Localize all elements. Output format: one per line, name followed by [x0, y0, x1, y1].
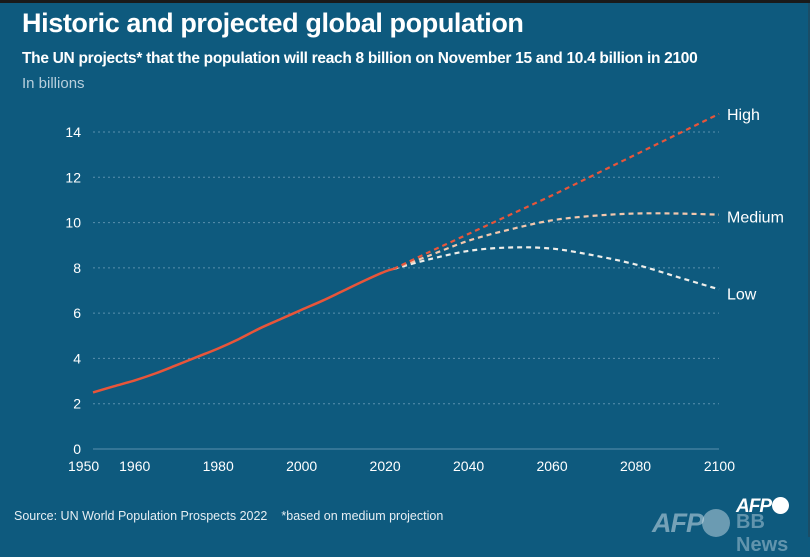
y-tick-label: 0	[73, 441, 81, 457]
y-tick-label: 10	[65, 215, 81, 231]
x-tick-label: 2040	[453, 458, 484, 474]
series-label-low: Low	[727, 286, 757, 303]
x-tick-label: 1950	[68, 458, 99, 474]
y-tick-label: 8	[73, 260, 81, 276]
right-border	[808, 3, 810, 537]
footnote-text: *based on medium projection	[281, 509, 444, 523]
y-tick-label: 4	[73, 350, 81, 366]
x-tick-label: 1960	[119, 458, 150, 474]
grid-lines	[93, 131, 719, 450]
series-line-high	[393, 112, 720, 270]
series-line-medium	[393, 212, 720, 271]
y-tick-label: 2	[73, 396, 81, 412]
y-tick-labels: 0 2 4 6 8 10 12 14	[65, 124, 81, 457]
x-tick-label: 2080	[620, 458, 651, 474]
x-tick-label: 2060	[536, 458, 567, 474]
chart-title: Historic and projected global population	[22, 8, 524, 38]
top-border	[0, 0, 810, 3]
x-tick-label: 2020	[370, 458, 401, 474]
footer: Source: UN World Population Prospects 20…	[14, 509, 443, 523]
watermark-afp: AFP	[652, 508, 704, 538]
y-tick-label: 14	[65, 124, 81, 140]
series-label-medium: Medium	[727, 210, 784, 227]
x-tick-label: 2000	[286, 458, 317, 474]
series-line-low	[393, 246, 720, 291]
population-chart: 0 2 4 6 8 10 12 14 1950 1960 1980 2000 2020 2040 2060…	[65, 107, 784, 474]
x-tick-label: 1980	[203, 458, 234, 474]
series-labels: Low Medium High	[727, 107, 784, 303]
x-tick-labels: 1950 1960 1980 2000 2020 2040 2060 2080 2100	[68, 458, 735, 474]
y-tick-label: 12	[65, 169, 81, 185]
series-line-historic	[92, 267, 394, 394]
chart-subtitle: The UN projects* that the population wil…	[22, 50, 698, 67]
unit-label: In billions	[22, 75, 85, 92]
series-label-high: High	[727, 107, 760, 124]
y-tick-label: 6	[73, 305, 81, 321]
x-tick-label: 2100	[704, 458, 735, 474]
series-lines	[92, 112, 720, 394]
source-text: Source: UN World Population Prospects 20…	[14, 509, 268, 523]
afp-logo: AFP	[736, 496, 772, 517]
afp-logo-dot-icon	[772, 497, 789, 514]
watermark-dot-icon	[702, 509, 730, 537]
